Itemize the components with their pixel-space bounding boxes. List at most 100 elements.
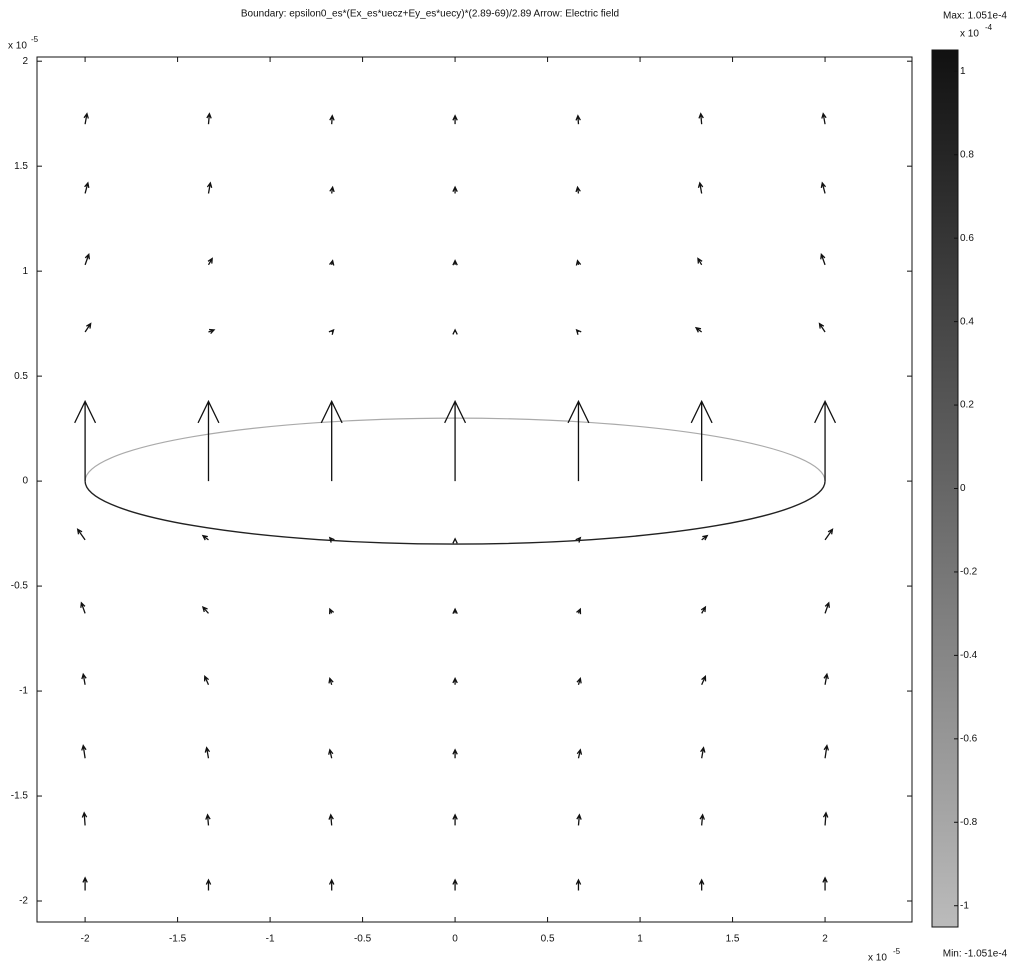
arrow — [818, 322, 826, 333]
arrow — [452, 328, 458, 335]
arrow — [821, 112, 827, 125]
arrow — [698, 112, 704, 125]
arrow — [328, 328, 335, 335]
arrow — [197, 399, 220, 482]
arrow — [575, 114, 581, 125]
colorbar — [931, 49, 959, 928]
arrow — [76, 528, 86, 541]
arrow — [84, 322, 92, 333]
arrow — [700, 746, 706, 759]
colorbar-tick-label: -0.8 — [960, 817, 978, 828]
y-multiplier-base: x 10 — [8, 41, 27, 52]
colorbar-tick-label: -0.4 — [960, 650, 978, 661]
arrow — [697, 181, 704, 194]
colorbar-tick-label: 0.8 — [960, 149, 974, 160]
plot-frame — [36, 56, 913, 923]
arrow — [205, 813, 211, 826]
arrow — [575, 328, 582, 335]
y-tick-label: -1.5 — [11, 791, 29, 802]
arrow — [575, 536, 582, 543]
y-tick-label: -1 — [19, 686, 28, 697]
colorbar-max-label: Max: 1.051e-4 — [943, 11, 1007, 22]
arrow — [81, 811, 88, 826]
arrow — [81, 744, 87, 759]
x-tick-label: -0.5 — [354, 934, 372, 945]
arrow — [329, 114, 335, 125]
arrow — [575, 878, 582, 891]
arrow — [205, 878, 212, 891]
arrow — [328, 813, 334, 826]
x-multiplier-base: x 10 — [868, 953, 887, 964]
colorbar-tick-label: 0 — [960, 483, 966, 494]
colorbar-tick-label: -0.2 — [960, 567, 978, 578]
x-tick-label: -1 — [266, 934, 275, 945]
arrow — [690, 399, 713, 482]
arrow — [320, 399, 343, 482]
arrow — [575, 185, 581, 194]
arrow — [699, 813, 705, 826]
arrow — [208, 328, 216, 335]
arrow — [567, 399, 590, 482]
arrow — [701, 674, 707, 686]
arrow — [822, 811, 829, 826]
arrow — [452, 607, 458, 614]
arrow — [328, 878, 335, 891]
arrow — [575, 259, 582, 266]
arrow — [576, 813, 582, 826]
arrow — [201, 534, 209, 541]
x-tick-label: 1 — [637, 934, 643, 945]
y-tick-label: -2 — [19, 896, 28, 907]
arrow — [576, 748, 583, 759]
y-tick-label: 0 — [22, 476, 28, 487]
arrow — [452, 185, 458, 194]
colorbar-tick-label: 1 — [960, 66, 966, 77]
arrow — [81, 672, 87, 685]
y-tick-label: 0.5 — [14, 371, 28, 382]
colorbar-tick-label: 0.4 — [960, 316, 974, 327]
arrow — [820, 252, 826, 266]
arrow — [203, 674, 210, 686]
arrow — [328, 536, 335, 543]
arrow — [576, 607, 582, 615]
x-tick-label: 2 — [822, 934, 828, 945]
y-tick-label: 2 — [22, 56, 28, 67]
arrow — [452, 813, 458, 826]
chart-title: Boundary: epsilon0_es*(Ex_es*uecz+Ey_es*… — [241, 9, 619, 20]
arrow — [698, 878, 705, 891]
arrow — [444, 399, 467, 482]
colorbar-tick-label: -0.6 — [960, 733, 978, 744]
colorbar-tick-label: 0.6 — [960, 233, 974, 244]
arrow — [80, 601, 86, 614]
arrow — [201, 605, 209, 614]
arrow — [452, 537, 458, 544]
arrow — [207, 257, 213, 266]
boundary-lower — [84, 481, 826, 545]
y-tick-label: -0.5 — [11, 581, 29, 592]
arrow — [823, 672, 829, 685]
colorbar-multiplier-base: x 10 — [960, 29, 979, 40]
arrow — [452, 114, 458, 125]
arrow — [328, 748, 334, 759]
arrow — [452, 878, 458, 891]
arrow — [206, 112, 212, 125]
arrow — [329, 259, 335, 266]
colorbar-tick-label: 0.2 — [960, 400, 974, 411]
arrow — [820, 181, 827, 194]
arrow — [701, 534, 709, 541]
x-tick-label: 1.5 — [726, 934, 740, 945]
arrow — [694, 326, 703, 333]
arrow — [82, 876, 88, 891]
arrow — [823, 744, 830, 759]
arrow — [83, 112, 89, 125]
arrow — [452, 676, 458, 685]
arrow — [74, 399, 97, 482]
arrow — [206, 181, 213, 194]
y-multiplier-exp: -5 — [31, 35, 39, 44]
arrow — [700, 605, 707, 614]
x-tick-label: 0.5 — [541, 934, 555, 945]
arrow — [697, 257, 703, 266]
arrow — [84, 181, 90, 194]
colorbar-min-label: Min: -1.051e-4 — [943, 949, 1008, 960]
